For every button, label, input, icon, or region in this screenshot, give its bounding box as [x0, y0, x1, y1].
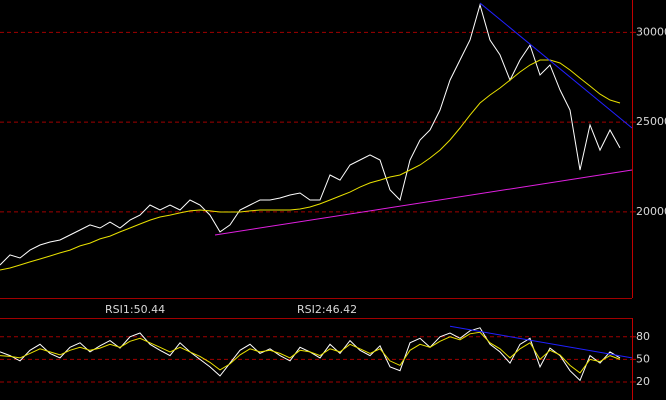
series-line	[0, 331, 621, 374]
legend-label: RSI1:50.44	[105, 303, 165, 316]
legend-label: RSI2:46.42	[297, 303, 357, 316]
y-tick-label: 50	[636, 352, 650, 365]
y-tick-label: 30000	[636, 25, 666, 38]
y-tick-label: 20000	[636, 205, 666, 218]
y-tick-label: 25000	[636, 115, 666, 128]
series-line	[0, 59, 621, 271]
trendline	[214, 169, 633, 236]
trendline	[449, 325, 633, 359]
y-tick-label: 20	[636, 375, 650, 388]
series-line	[0, 3, 621, 266]
trendline	[479, 2, 633, 129]
y-tick-label: 80	[636, 330, 650, 343]
